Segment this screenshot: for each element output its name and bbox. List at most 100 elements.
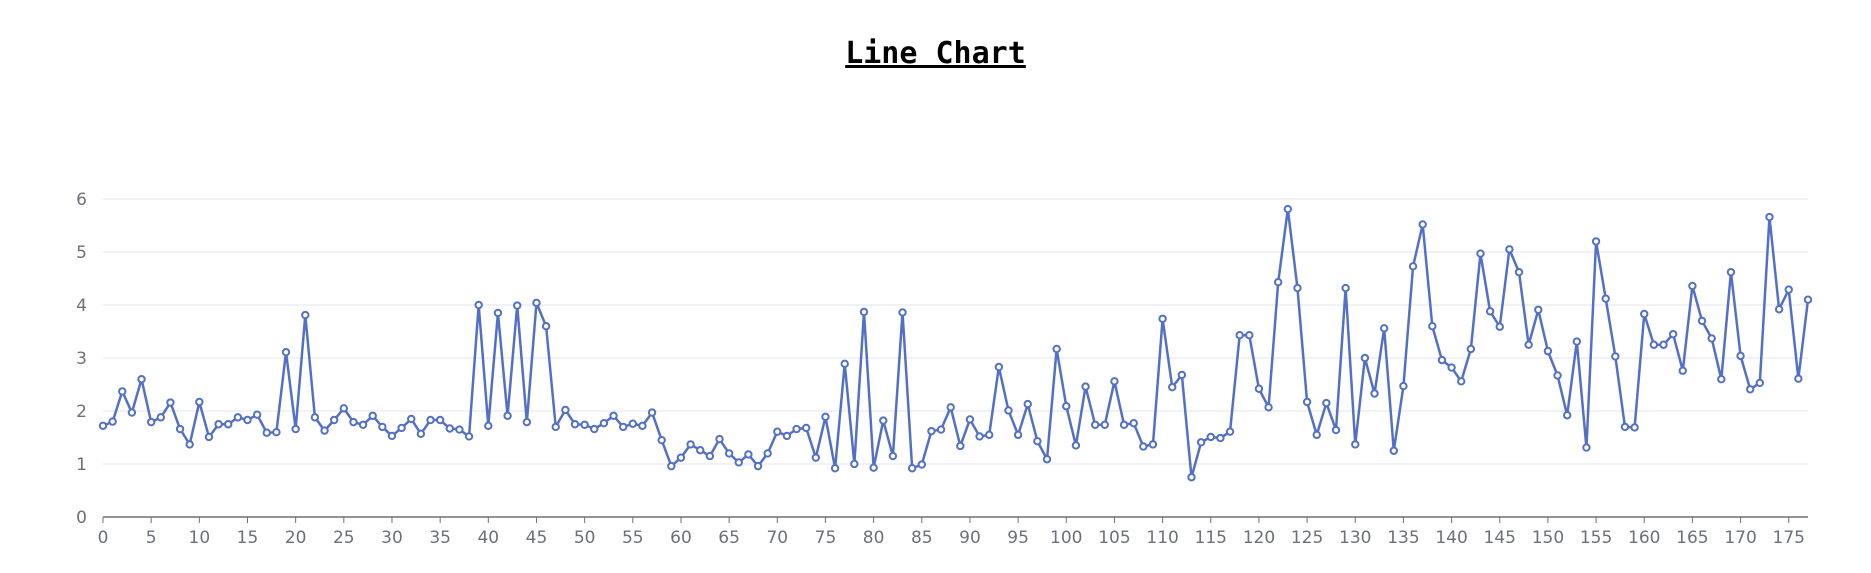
data-point [1119, 420, 1129, 429]
x-tick-label: 35 [429, 528, 451, 548]
data-point [763, 449, 772, 458]
data-point [1803, 295, 1813, 304]
x-tick-label: 45 [526, 528, 548, 548]
data-point [1466, 344, 1476, 354]
x-tick-label: 165 [1676, 528, 1708, 548]
data-point [638, 421, 647, 431]
data-point [224, 420, 233, 429]
data-point [262, 428, 271, 437]
data-point [185, 440, 194, 449]
data-point [1485, 307, 1495, 316]
data-point [898, 308, 907, 317]
data-point [1360, 353, 1370, 363]
x-tick-label: 50 [574, 528, 596, 548]
data-point [1736, 351, 1745, 361]
data-point [474, 300, 483, 310]
data-point [146, 417, 156, 427]
data-point [329, 415, 339, 425]
data-point [1495, 322, 1504, 331]
data-point [349, 417, 358, 427]
x-tick-label: 30 [381, 528, 403, 548]
y-tick-label: 2 [76, 402, 87, 422]
x-tick-label: 65 [718, 528, 740, 548]
data-point [484, 421, 493, 431]
data-point [204, 432, 214, 442]
data-point [859, 307, 869, 317]
x-tick-label: 110 [1146, 528, 1178, 548]
data-point [1765, 212, 1774, 222]
data-point [1630, 423, 1639, 432]
x-tick-label: 125 [1291, 528, 1323, 548]
data-point [1013, 430, 1023, 440]
data-point [1254, 384, 1264, 393]
data-point [214, 420, 223, 429]
data-point [1139, 442, 1148, 451]
x-tick-label: 100 [1050, 528, 1082, 548]
data-point [493, 308, 503, 318]
data-point [1023, 399, 1032, 409]
data-point [667, 461, 676, 471]
data-point [956, 441, 965, 451]
data-point [580, 420, 589, 429]
x-tick-label: 5 [146, 528, 157, 548]
x-tick-label: 170 [1724, 528, 1756, 548]
data-point [195, 397, 204, 407]
data-point [513, 301, 522, 310]
data-point [965, 415, 975, 424]
data-point [946, 403, 955, 412]
data-point [1726, 267, 1736, 277]
data-point [281, 347, 291, 357]
data-point [975, 432, 984, 441]
x-tick-label: 120 [1243, 528, 1275, 548]
data-point [368, 411, 377, 420]
x-tick-label: 145 [1484, 528, 1516, 548]
data-point [435, 415, 445, 425]
data-point [1774, 305, 1784, 314]
data-point [1081, 382, 1090, 391]
data-point [1351, 440, 1360, 449]
data-point [1668, 329, 1678, 339]
data-point [416, 429, 426, 438]
data-point [272, 428, 281, 437]
data-point [1794, 374, 1803, 383]
data-point [1090, 420, 1100, 429]
data-point [1611, 352, 1620, 361]
data-point [1148, 440, 1158, 449]
data-point [609, 411, 618, 420]
x-tick-label: 10 [189, 528, 211, 548]
data-point [98, 421, 108, 431]
data-point [1379, 324, 1389, 333]
data-point [1746, 385, 1755, 394]
data-point [1341, 283, 1350, 293]
data-point [734, 458, 743, 467]
x-tick-label: 95 [1007, 528, 1029, 548]
data-markers [98, 204, 1813, 482]
data-point [1042, 455, 1052, 464]
x-tick-label: 80 [863, 528, 885, 548]
data-point [1293, 283, 1302, 293]
y-tick-label: 1 [76, 455, 87, 475]
data-point [407, 414, 416, 424]
data-point [1370, 389, 1379, 398]
data-point [127, 408, 137, 417]
data-point [1283, 204, 1293, 214]
data-point [1071, 441, 1081, 450]
data-point [1158, 314, 1167, 323]
data-point [1447, 363, 1456, 372]
data-point [1620, 422, 1630, 432]
data-point [936, 425, 946, 434]
x-tick-label: 25 [333, 528, 355, 548]
data-point [628, 419, 638, 428]
data-point [1322, 398, 1331, 408]
data-point [1245, 331, 1254, 340]
data-point [1755, 378, 1765, 388]
data-point [1110, 377, 1119, 386]
y-tick-label: 3 [76, 349, 87, 369]
x-tick-label: 0 [98, 528, 109, 548]
data-point [985, 430, 994, 440]
data-point [1062, 402, 1071, 411]
data-point [1553, 371, 1562, 380]
grid-lines [103, 198, 1808, 465]
x-tick-label: 40 [477, 528, 499, 548]
